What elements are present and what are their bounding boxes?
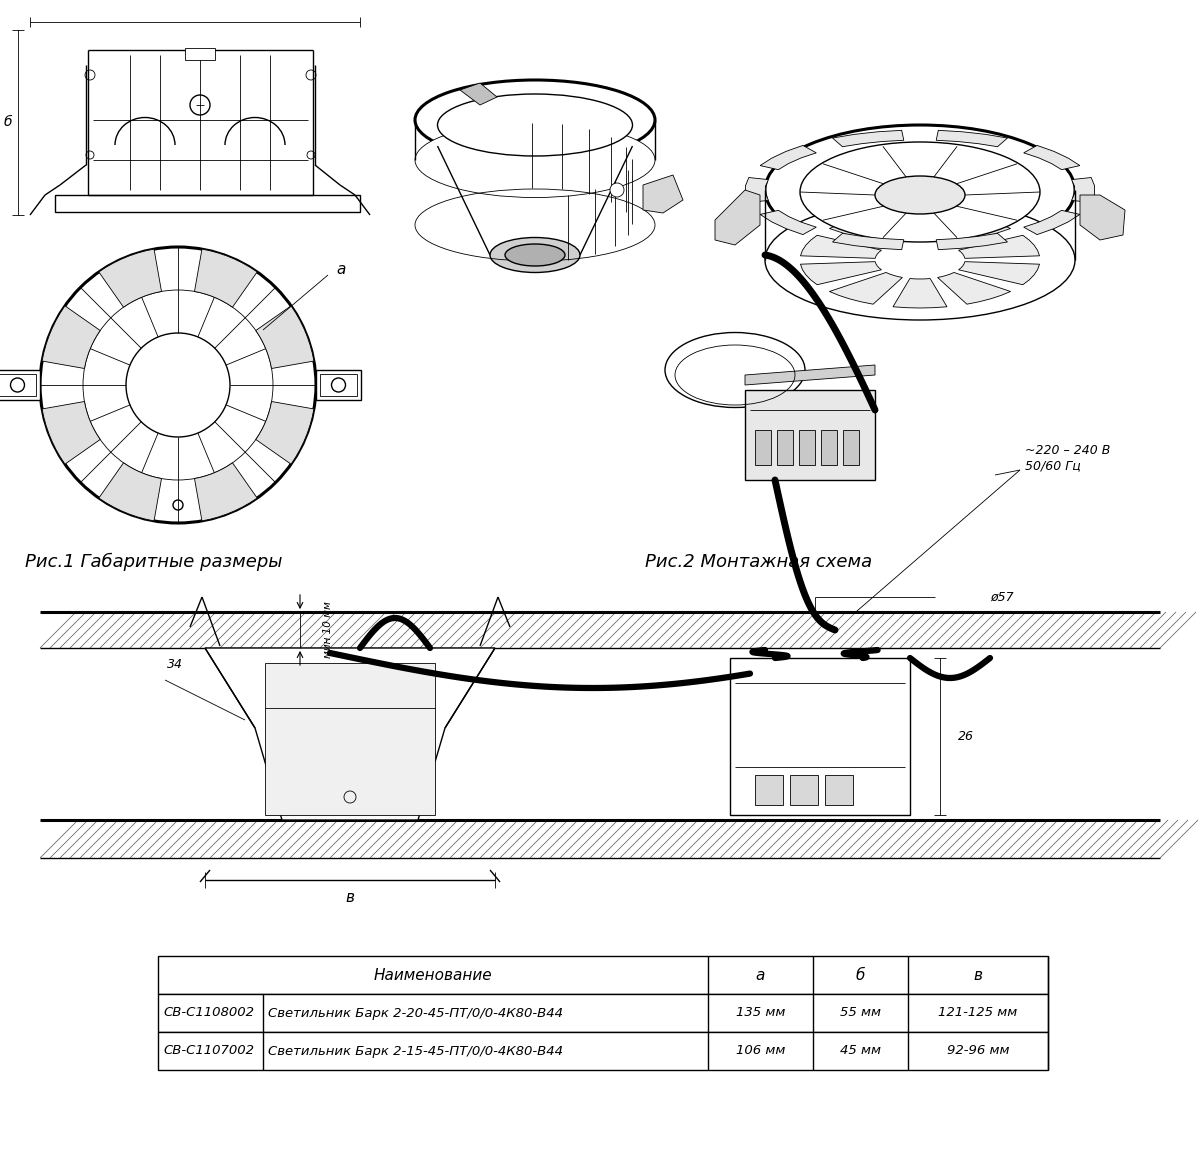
Text: 26: 26 — [958, 730, 974, 743]
Polygon shape — [829, 216, 902, 248]
Bar — [755, 430, 772, 465]
Bar — [778, 430, 793, 465]
Bar — [158, 994, 1048, 1032]
Polygon shape — [833, 234, 904, 250]
Polygon shape — [1072, 177, 1094, 202]
Ellipse shape — [875, 176, 965, 214]
Polygon shape — [42, 305, 100, 368]
Text: Рис.2 Монтажная схема: Рис.2 Монтажная схема — [646, 553, 872, 572]
Polygon shape — [833, 131, 904, 147]
Text: б: б — [856, 967, 865, 982]
Polygon shape — [937, 272, 1010, 304]
Text: 121-125 мм: 121-125 мм — [938, 1007, 1018, 1019]
Polygon shape — [460, 83, 497, 105]
Polygon shape — [205, 648, 496, 820]
Ellipse shape — [766, 200, 1075, 320]
Bar — [320, 374, 358, 396]
Text: мин 10 мм: мин 10 мм — [323, 602, 334, 658]
Text: Светильник Барк 2-20-45-ПТ/0/0-4К80-В44: Светильник Барк 2-20-45-ПТ/0/0-4К80-В44 — [268, 1007, 563, 1019]
Text: а: а — [336, 263, 346, 278]
Text: б: б — [4, 115, 12, 128]
Bar — [265, 663, 436, 815]
Polygon shape — [1024, 211, 1080, 235]
Polygon shape — [936, 131, 1008, 147]
Text: СВ-С1108002: СВ-С1108002 — [163, 1007, 254, 1019]
Bar — [790, 775, 818, 805]
Text: Наименование: Наименование — [373, 967, 492, 982]
Text: в: в — [346, 891, 354, 906]
Text: Рис.1 Габаритные размеры: Рис.1 Габаритные размеры — [25, 553, 282, 572]
Polygon shape — [1080, 196, 1126, 239]
Text: в: в — [973, 967, 983, 982]
Text: 92-96 мм: 92-96 мм — [947, 1045, 1009, 1057]
Polygon shape — [194, 249, 257, 307]
Ellipse shape — [415, 80, 655, 160]
Polygon shape — [959, 235, 1039, 258]
Text: ø57: ø57 — [990, 590, 1014, 604]
Bar — [40, 612, 1160, 648]
Polygon shape — [98, 463, 162, 521]
Bar — [158, 956, 1048, 994]
Text: 45 мм: 45 мм — [840, 1045, 881, 1057]
Text: 34: 34 — [167, 658, 182, 671]
Ellipse shape — [800, 142, 1040, 242]
Polygon shape — [715, 190, 760, 245]
Text: 55 мм: 55 мм — [840, 1007, 881, 1019]
Bar — [826, 775, 853, 805]
Polygon shape — [959, 261, 1039, 285]
Polygon shape — [937, 216, 1010, 248]
Ellipse shape — [766, 125, 1075, 255]
Polygon shape — [256, 305, 314, 368]
Polygon shape — [800, 235, 882, 258]
Polygon shape — [1024, 146, 1080, 170]
Bar — [755, 775, 784, 805]
Polygon shape — [893, 212, 947, 242]
Bar — [55, 196, 360, 212]
Ellipse shape — [415, 123, 655, 198]
Ellipse shape — [505, 244, 565, 266]
Text: 106 мм: 106 мм — [736, 1045, 785, 1057]
Polygon shape — [760, 211, 816, 235]
Circle shape — [610, 183, 624, 197]
Text: Светильник Барк 2-15-45-ПТ/0/0-4К80-В44: Светильник Барк 2-15-45-ПТ/0/0-4К80-В44 — [268, 1045, 563, 1057]
Bar — [185, 47, 215, 60]
Polygon shape — [829, 272, 902, 304]
Polygon shape — [760, 146, 816, 170]
Bar — [0, 374, 36, 396]
Polygon shape — [194, 463, 257, 521]
Polygon shape — [42, 401, 100, 464]
Ellipse shape — [438, 94, 632, 156]
Bar — [40, 820, 1160, 858]
Bar — [730, 658, 910, 815]
Polygon shape — [800, 261, 882, 285]
Bar — [316, 370, 361, 400]
Polygon shape — [936, 234, 1008, 250]
Polygon shape — [256, 401, 314, 464]
Text: 135 мм: 135 мм — [736, 1007, 785, 1019]
Ellipse shape — [490, 237, 580, 273]
Bar — [842, 430, 859, 465]
Bar — [158, 1032, 1048, 1070]
Ellipse shape — [665, 332, 805, 407]
Polygon shape — [643, 175, 683, 213]
Polygon shape — [745, 177, 768, 202]
Text: а: а — [756, 967, 766, 982]
Polygon shape — [745, 364, 875, 385]
Bar — [821, 430, 838, 465]
Bar — [0, 370, 40, 400]
Text: СВ-С1107002: СВ-С1107002 — [163, 1045, 254, 1057]
Bar — [799, 430, 815, 465]
Bar — [745, 390, 875, 480]
Text: ~220 – 240 В
50/60 Гц: ~220 – 240 В 50/60 Гц — [1025, 444, 1110, 472]
Polygon shape — [98, 249, 162, 307]
Polygon shape — [893, 279, 947, 308]
